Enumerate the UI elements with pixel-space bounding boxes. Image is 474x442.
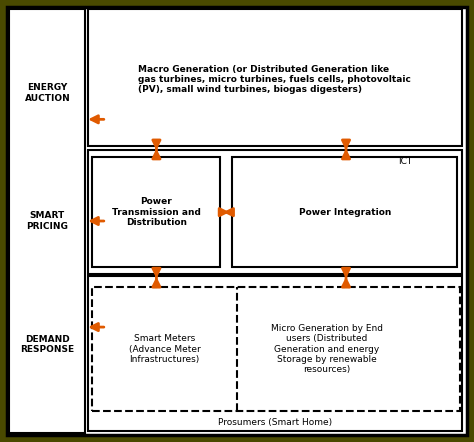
Text: ICT: ICT bbox=[398, 157, 412, 166]
Bar bbox=[9, 9, 85, 433]
Text: ENERGY
AUCTION: ENERGY AUCTION bbox=[25, 83, 70, 103]
Text: Prosumers (Smart Home): Prosumers (Smart Home) bbox=[218, 418, 332, 427]
Bar bbox=[92, 157, 220, 267]
Bar bbox=[88, 150, 462, 274]
Bar bbox=[88, 276, 462, 431]
Text: Macro Generation (or Distributed Generation like
gas turbines, micro turbines, f: Macro Generation (or Distributed Generat… bbox=[138, 65, 411, 95]
Text: Micro Generation by End
users (Distributed
Generation and energy
Storage by rene: Micro Generation by End users (Distribut… bbox=[271, 324, 383, 374]
Text: SMART
PRICING: SMART PRICING bbox=[27, 211, 68, 231]
Text: DEMAND
RESPONSE: DEMAND RESPONSE bbox=[20, 335, 74, 354]
Bar bbox=[92, 287, 460, 411]
Bar bbox=[88, 9, 462, 146]
Text: Power
Transmission and
Distribution: Power Transmission and Distribution bbox=[112, 197, 201, 227]
Text: Power Integration: Power Integration bbox=[299, 208, 391, 217]
Bar bbox=[232, 157, 457, 267]
Text: Smart Meters
(Advance Meter
Infrastructures): Smart Meters (Advance Meter Infrastructu… bbox=[129, 334, 201, 364]
